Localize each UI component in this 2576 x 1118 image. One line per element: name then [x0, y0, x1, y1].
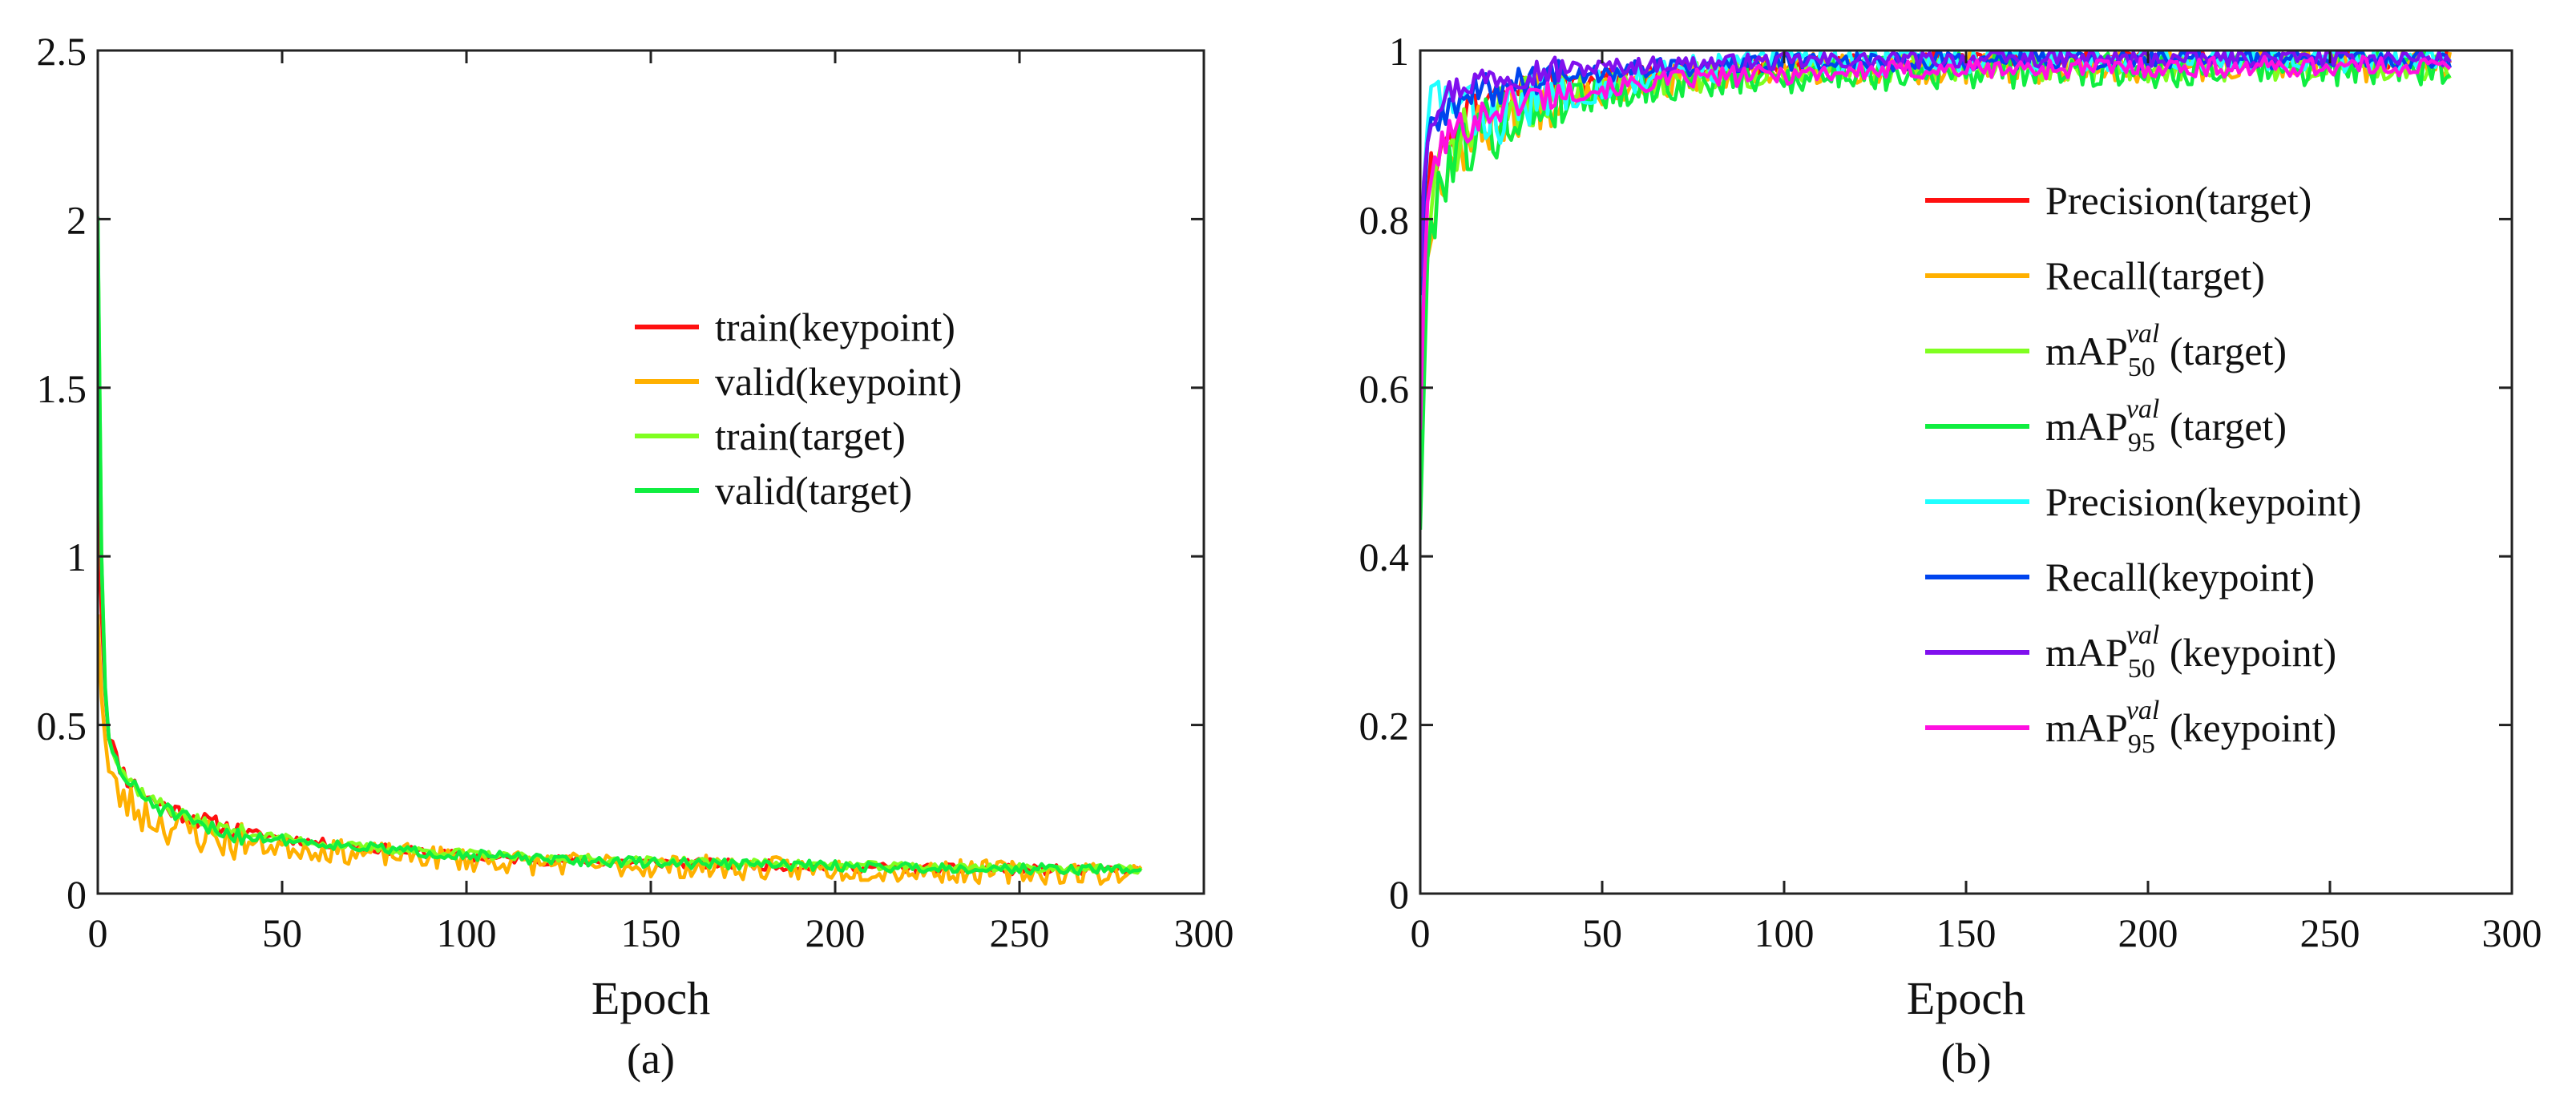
legend-label: Precision(target) [2045, 178, 2312, 223]
legend-label: train(keypoint) [715, 305, 955, 349]
x-tick-label: 300 [1174, 910, 1234, 955]
x-tick-label: 150 [1936, 910, 1997, 955]
legend-item-6: Recall(keypoint) [1925, 555, 2315, 599]
x-axis-title: Epoch [1907, 972, 2025, 1024]
x-tick-label: 200 [806, 910, 866, 955]
series-line-4 [98, 216, 1142, 876]
legend-item-1: Precision(target) [1925, 178, 2312, 223]
x-tick-label: 50 [1582, 910, 1622, 955]
y-tick-label: 0.2 [1359, 704, 1410, 749]
legend-label: mAP50 val (target) [2045, 319, 2287, 382]
y-tick-label: 0.6 [1359, 366, 1410, 411]
legend-item-3: train(target) [635, 414, 906, 458]
y-tick-label: 0.5 [37, 704, 87, 749]
panel-label: (a) [627, 1035, 675, 1083]
legend-label: valid(keypoint) [715, 359, 962, 404]
series-group [98, 216, 1143, 886]
series-group [1420, 50, 2453, 531]
y-tick-label: 0.4 [1359, 535, 1410, 579]
legend: Precision(target) Recall(target) mAP50 val … [1925, 178, 2361, 759]
x-tick-label: 100 [437, 910, 497, 955]
legend-label-superscript: val [2126, 620, 2160, 650]
x-tick-label: 200 [2118, 910, 2178, 955]
legend-label-subscript: 95 [2128, 428, 2155, 458]
y-tick-label: 0.8 [1359, 197, 1410, 242]
legend-label: train(target) [715, 414, 906, 458]
series-line-3 [98, 222, 1143, 875]
y-tick-label: 2 [67, 197, 87, 242]
legend-item-2: Recall(target) [1925, 253, 2265, 298]
legend-item-5: Precision(keypoint) [1925, 479, 2361, 524]
legend-label-base: mAP [2045, 329, 2128, 373]
y-tick-label: 0 [1389, 872, 1409, 917]
legend-label: mAP50 val (keypoint) [2045, 620, 2336, 684]
x-tick-label: 150 [621, 910, 681, 955]
x-axis-title: Epoch [592, 972, 710, 1024]
legend-item-4: valid(target) [635, 468, 912, 513]
legend-item-1: train(keypoint) [635, 305, 955, 349]
panel-label: (b) [1941, 1035, 1992, 1083]
series-line-4 [1420, 50, 2452, 531]
legend-label: mAP95 val (keypoint) [2045, 696, 2336, 759]
legend-label-suffix: (keypoint) [2159, 705, 2336, 750]
legend-label-subscript: 50 [2128, 353, 2155, 382]
legend-label-subscript: 50 [2128, 654, 2155, 684]
x-tick-label: 100 [1754, 910, 1815, 955]
legend-item-3: mAP50 val (target) [1925, 319, 2287, 382]
plot-frame [1419, 49, 2513, 895]
legend-label: Recall(target) [2045, 253, 2265, 298]
legend-label-suffix: (keypoint) [2159, 630, 2336, 675]
legend-label-superscript: val [2126, 696, 2160, 725]
legend-label: valid(target) [715, 468, 912, 513]
x-tick-label: 50 [262, 910, 302, 955]
legend-label-base: mAP [2045, 630, 2128, 675]
plot-frame [96, 49, 1205, 895]
legend-item-2: valid(keypoint) [635, 359, 962, 404]
y-tick-label: 0 [67, 872, 87, 917]
series-line-1 [98, 500, 1143, 878]
legend-item-4: mAP95 val (target) [1925, 394, 2287, 458]
legend-label: Precision(keypoint) [2045, 479, 2361, 524]
chart-b: 0 50 100 150 200 250 300 0 0.2 0.4 0.6 0.8 1 Epoch (b)… [1359, 29, 2542, 1083]
y-tick-label: 2.5 [37, 29, 87, 74]
y-tick-label: 1.5 [37, 366, 87, 411]
series-line-2 [1420, 50, 2453, 487]
x-tick-label: 300 [2482, 910, 2542, 955]
x-tick-label: 0 [1411, 910, 1431, 955]
legend-item-7: mAP50 val (keypoint) [1925, 620, 2336, 684]
x-tick-label: 250 [990, 910, 1050, 955]
legend-label-suffix: (target) [2159, 404, 2287, 449]
series-line-2 [98, 614, 1143, 886]
y-tick-label: 1 [67, 535, 87, 579]
x-tick-label: 0 [88, 910, 108, 955]
legend-label-superscript: val [2126, 319, 2160, 349]
legend-label-base: mAP [2045, 404, 2128, 449]
legend-label-base: mAP [2045, 705, 2128, 750]
legend-item-8: mAP95 val (keypoint) [1925, 696, 2336, 759]
legend-label: mAP95 val (target) [2045, 394, 2287, 458]
legend-label-subscript: 95 [2128, 729, 2155, 759]
legend-label-suffix: (target) [2159, 329, 2287, 373]
x-tick-label: 250 [2300, 910, 2360, 955]
legend-label: Recall(keypoint) [2045, 555, 2315, 599]
legend: train(keypoint) valid(keypoint) train(targ… [635, 305, 962, 513]
legend-label-superscript: val [2126, 394, 2160, 424]
series-line-8 [1420, 54, 2452, 430]
chart-a: 0 50 100 150 200 250 300 0 0.5 1 1.5 2 2.5 Epoch (a) tr… [37, 29, 1234, 1083]
y-tick-label: 1 [1389, 29, 1409, 74]
